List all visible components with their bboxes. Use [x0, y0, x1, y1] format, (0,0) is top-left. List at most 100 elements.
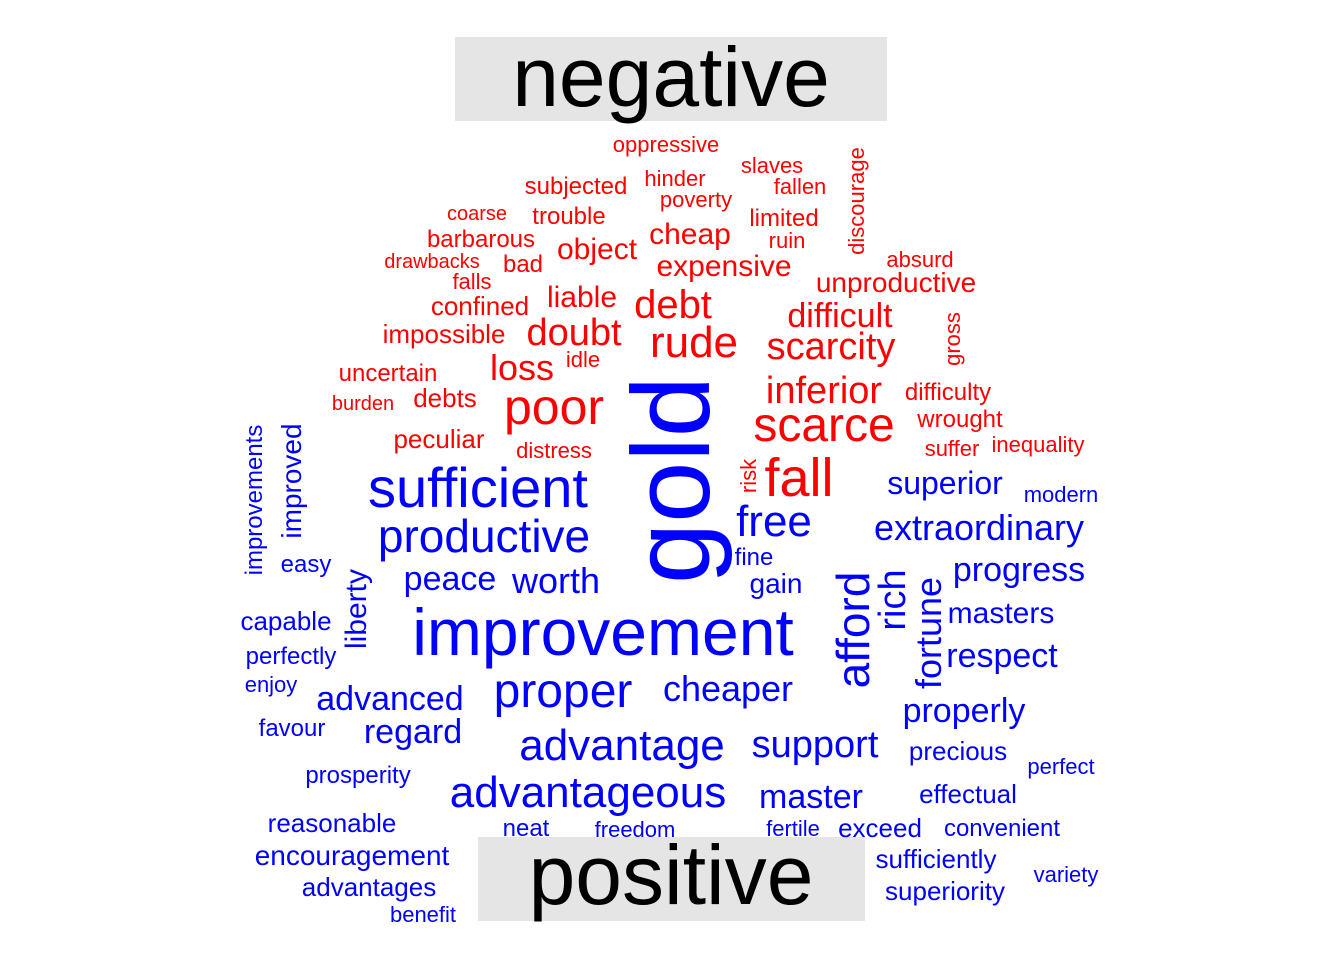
positive-word-advanced: advanced: [316, 680, 464, 718]
negative-word-absurd: absurd: [886, 247, 954, 272]
positive-word-proper: proper: [493, 665, 633, 718]
positive-word-prosperity: prosperity: [305, 762, 411, 789]
positive-word-improvements: improvements: [241, 424, 268, 576]
positive-word-encouragement: encouragement: [254, 840, 450, 871]
negative-word-trouble: trouble: [532, 203, 606, 230]
positive-word-superior: superior: [887, 465, 1003, 501]
negative-word-loss: loss: [489, 347, 555, 388]
positive-word-masters: masters: [947, 597, 1055, 630]
positive-word-master: master: [759, 778, 863, 816]
positive-word-progress: progress: [952, 551, 1086, 589]
negative-word-bad: bad: [502, 251, 544, 278]
negative-word-impossible: impossible: [382, 319, 506, 349]
positive-word-variety: variety: [1033, 862, 1099, 887]
positive-word-exceed: exceed: [838, 813, 922, 843]
positive-word-liberty: liberty: [340, 568, 373, 650]
positive-word-advantages: advantages: [301, 872, 437, 902]
negative-word-peculiar: peculiar: [393, 424, 485, 454]
positive-word-convenient: convenient: [943, 815, 1061, 842]
negative-word-difficult: difficult: [787, 297, 893, 335]
positive-word-productive: productive: [377, 510, 591, 562]
negative-word-idle: idle: [565, 347, 601, 372]
negative-word-unproductive: unproductive: [815, 267, 977, 298]
positive-word-reasonable: reasonable: [267, 808, 397, 838]
negative-word-difficulty: difficulty: [904, 379, 992, 406]
negative-word-debt: debt: [634, 283, 712, 327]
negative-word-scarce: scarce: [753, 399, 895, 452]
positive-word-perfect: perfect: [1027, 754, 1095, 779]
positive-word-worth: worth: [511, 560, 601, 601]
negative-word-cheap: cheap: [649, 218, 731, 251]
negative-word-barbarous: barbarous: [426, 226, 536, 253]
positive-word-advantage: advantage: [519, 721, 725, 770]
negative-word-burden: burden: [331, 393, 395, 415]
positive-word-capable: capable: [240, 606, 332, 636]
positive-word-sufficiently: sufficiently: [875, 844, 997, 874]
negative-word-slaves: slaves: [740, 153, 804, 178]
positive-word-sufficient: sufficient: [368, 456, 588, 519]
negative-word-suffer: suffer: [924, 436, 980, 461]
negative-word-object: object: [556, 233, 638, 266]
negative-word-expensive: expensive: [656, 250, 792, 283]
negative-word-poor: poor: [503, 379, 605, 435]
positive-word-superiority: superiority: [885, 876, 1005, 906]
positive-word-extraordinary: extraordinary: [873, 507, 1085, 548]
negative-word-ruin: ruin: [768, 228, 806, 253]
negative-word-inferior: inferior: [765, 370, 883, 412]
negative-word-poverty: poverty: [659, 187, 733, 212]
negative-label: negative: [512, 30, 830, 124]
negative-word-hinder: hinder: [644, 166, 706, 191]
positive-word-gold: gold: [610, 376, 733, 584]
positive-word-perfectly: perfectly: [245, 643, 337, 670]
negative-word-oppressive: oppressive: [612, 132, 720, 157]
positive-word-freedom: freedom: [594, 817, 676, 842]
negative-word-drawbacks: drawbacks: [384, 251, 480, 273]
negative-word-fall: fall: [764, 448, 834, 508]
negative-word-gross: gross: [940, 312, 965, 366]
negative-word-limited: limited: [749, 205, 819, 232]
positive-word-gain: gain: [749, 568, 803, 599]
positive-word-regard: regard: [363, 713, 463, 751]
negative-word-risk: risk: [736, 458, 761, 494]
negative-word-liable: liable: [546, 281, 618, 314]
positive-word-improvement: improvement: [412, 595, 794, 669]
negative-word-scarcity: scarcity: [766, 326, 896, 368]
positive-word-improved: improved: [276, 423, 307, 539]
positive-word-free: free: [736, 497, 812, 546]
positive-label: positive: [528, 828, 814, 922]
negative-label-box: [455, 37, 887, 121]
negative-word-inequality: inequality: [991, 432, 1085, 457]
positive-word-modern: modern: [1023, 482, 1099, 507]
positive-word-rich: rich: [872, 569, 914, 631]
positive-word-afford: afford: [827, 571, 879, 689]
negative-word-coarse: coarse: [446, 203, 508, 225]
negative-word-doubt: doubt: [526, 312, 622, 354]
positive-word-enjoy: enjoy: [244, 672, 298, 697]
positive-word-favour: favour: [258, 715, 326, 742]
positive-word-easy: easy: [280, 551, 332, 578]
negative-word-subjected: subjected: [524, 173, 628, 200]
positive-word-benefit: benefit: [389, 902, 457, 927]
negative-word-uncertain: uncertain: [338, 360, 438, 387]
negative-word-discourage: discourage: [844, 147, 869, 255]
positive-word-peace: peace: [403, 560, 497, 598]
negative-word-distress: distress: [516, 438, 592, 463]
negative-word-rude: rude: [649, 318, 739, 367]
positive-word-advantageous: advantageous: [449, 768, 727, 817]
negative-word-wrought: wrought: [917, 406, 1003, 433]
positive-word-fertile: fertile: [766, 816, 820, 841]
positive-word-properly: properly: [902, 692, 1026, 730]
positive-label-box: [478, 837, 865, 921]
positive-word-fortune: fortune: [908, 576, 949, 690]
positive-word-respect: respect: [946, 637, 1058, 675]
positive-word-fine: fine: [734, 544, 774, 571]
positive-word-neat: neat: [502, 815, 550, 842]
negative-word-debts: debts: [413, 383, 477, 413]
positive-word-precious: precious: [908, 736, 1008, 766]
positive-word-effectual: effectual: [919, 779, 1017, 809]
negative-word-falls: falls: [452, 269, 492, 294]
negative-word-confined: confined: [430, 291, 530, 321]
positive-word-cheaper: cheaper: [662, 668, 794, 709]
negative-word-fallen: fallen: [773, 174, 827, 199]
